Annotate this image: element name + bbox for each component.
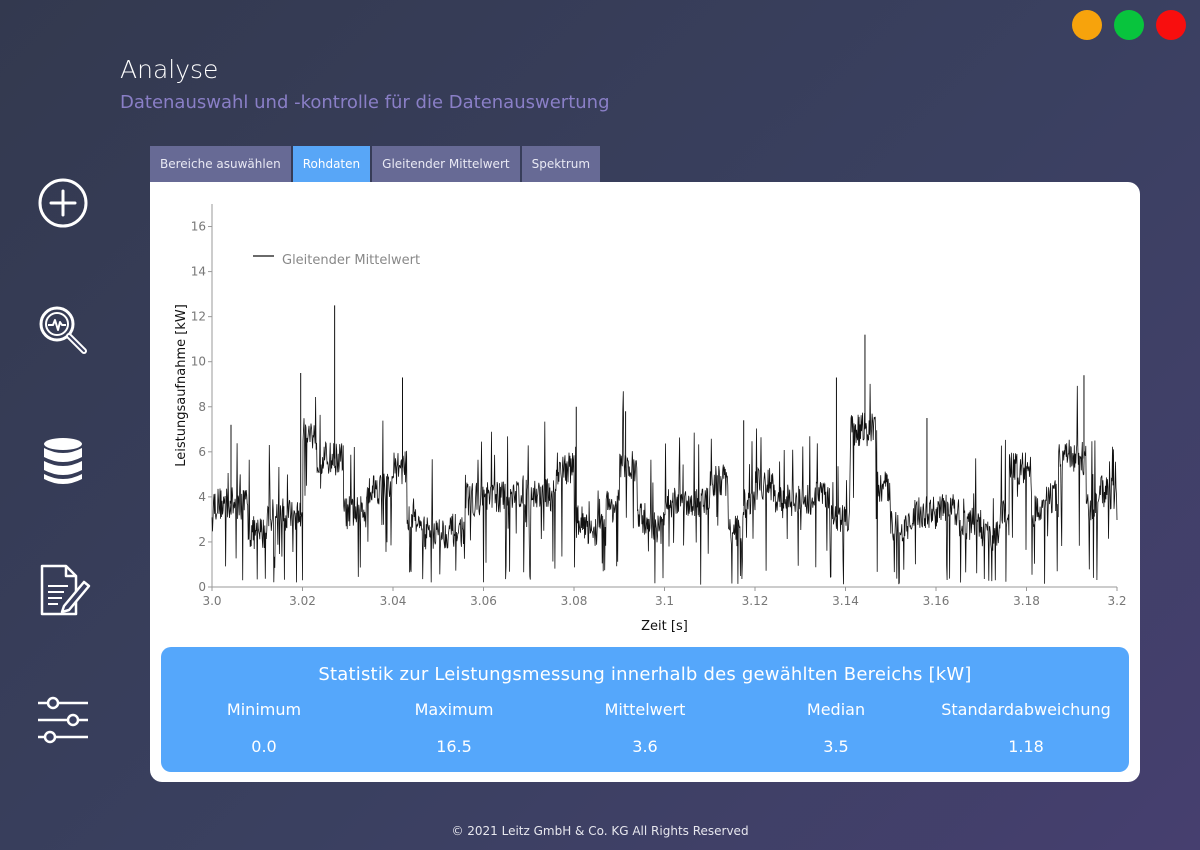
x-tick-label: 3.12 — [742, 594, 769, 608]
legend-label: Gleitender Mittelwert — [282, 253, 420, 268]
database-icon — [44, 438, 82, 484]
x-tick-label: 3.02 — [289, 594, 316, 608]
x-tick-label: 3.06 — [470, 594, 497, 608]
y-tick-label: 4 — [198, 490, 206, 504]
stat-value: 1.18 — [1008, 737, 1044, 756]
series-line — [211, 383, 1118, 585]
x-tick-label: 3.08 — [561, 594, 588, 608]
x-tick-label: 3.14 — [832, 594, 859, 608]
report-edit-icon — [40, 564, 91, 616]
tab-bereiche-auswaehlen[interactable]: Bereiche asuwählen — [150, 146, 291, 182]
view-tabs: Bereiche asuwählen Rohdaten Gleitender M… — [150, 146, 601, 182]
y-axis-label: Leistungsaufnahme [kW] — [174, 304, 189, 467]
page-subtitle: Datenauswahl und -kontrolle für die Date… — [120, 92, 610, 113]
page-title: Analyse — [120, 55, 219, 84]
x-tick-label: 3.0 — [202, 594, 221, 608]
stat-value: 3.5 — [823, 737, 849, 756]
y-tick-label: 0 — [198, 580, 206, 594]
stat-value: 0.0 — [251, 737, 277, 756]
maximize-button[interactable] — [1114, 10, 1144, 40]
footer-copyright: © 2021 Leitz GmbH & Co. KG All Rights Re… — [451, 824, 749, 838]
sidebar-item-database[interactable] — [32, 430, 94, 492]
y-tick-label: 6 — [198, 445, 206, 459]
statistics-box: Statistik zur Leistungsmessung innerhalb… — [161, 647, 1129, 772]
x-tick-label: 3.1 — [655, 594, 674, 608]
x-axis-label: Zeit [s] — [641, 619, 688, 634]
stat-label: Standardabweichung — [941, 700, 1111, 719]
y-tick-label: 8 — [198, 400, 206, 414]
sidebar-item-analysis[interactable] — [32, 298, 94, 360]
raw-data-chart: 0 2 4 6 8 10 12 14 16 3.0 3.02 3.04 3.06 3.08 3.1 3.12 3… — [174, 204, 1127, 634]
add-circle-icon — [38, 178, 88, 228]
x-tick-label: 3.04 — [380, 594, 407, 608]
analysis-magnifier-icon — [39, 306, 87, 354]
x-tick-label: 3.16 — [923, 594, 950, 608]
minimize-button[interactable] — [1072, 10, 1102, 40]
y-tick-label: 14 — [191, 265, 206, 279]
y-tick-label: 16 — [191, 220, 206, 234]
settings-sliders-icon — [38, 696, 88, 744]
tab-spektrum[interactable]: Spektrum — [521, 146, 601, 182]
stat-label: Minimum — [226, 700, 302, 719]
content-panel: 0 2 4 6 8 10 12 14 16 3.0 3.02 3.04 3.06 3.08 3.1 3.12 3… — [150, 182, 1140, 782]
sidebar-item-report[interactable] — [32, 558, 94, 620]
stat-label: Mittelwert — [604, 700, 686, 719]
sidebar-item-add[interactable] — [32, 172, 94, 234]
y-tick-label: 2 — [198, 535, 206, 549]
stat-label: Median — [806, 700, 866, 719]
stat-value: 3.6 — [632, 737, 658, 756]
tab-rohdaten[interactable]: Rohdaten — [292, 146, 371, 182]
tab-gleitender-mittelwert[interactable]: Gleitender Mittelwert — [372, 146, 520, 182]
statistics-title: Statistik zur Leistungsmessung innerhalb… — [318, 664, 972, 685]
x-tick-label: 3.2 — [1107, 594, 1126, 608]
stat-label: Maximum — [414, 700, 494, 719]
y-tick-label: 12 — [191, 310, 206, 324]
stat-value: 16.5 — [436, 737, 472, 756]
y-tick-label: 10 — [191, 355, 206, 369]
sidebar-item-settings[interactable] — [32, 688, 94, 750]
x-tick-label: 3.18 — [1013, 594, 1040, 608]
close-button[interactable] — [1156, 10, 1186, 40]
